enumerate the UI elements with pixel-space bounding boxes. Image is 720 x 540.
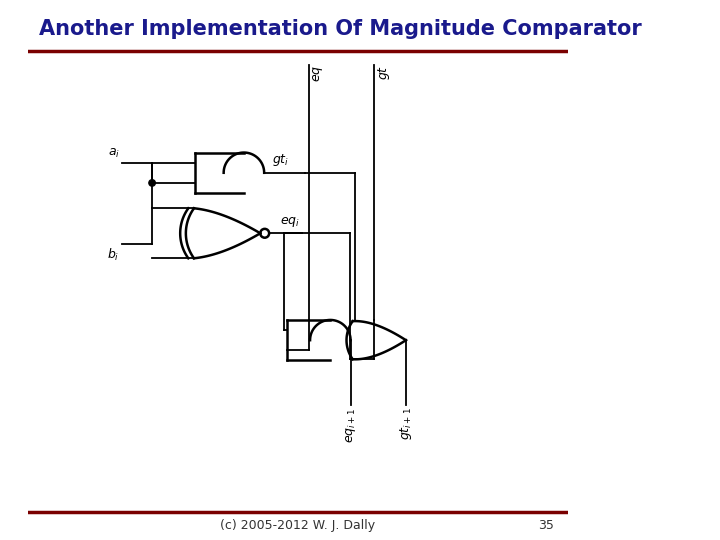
Text: 35: 35 [539, 519, 554, 532]
Text: $eq$: $eq$ [312, 65, 325, 82]
Text: (c) 2005-2012 W. J. Dally: (c) 2005-2012 W. J. Dally [220, 519, 375, 532]
Circle shape [149, 180, 156, 186]
Text: $b_i$: $b_i$ [107, 247, 120, 263]
Text: Another Implementation Of Magnitude Comparator: Another Implementation Of Magnitude Comp… [39, 19, 642, 39]
Text: $gt_{i+1}$: $gt_{i+1}$ [398, 408, 414, 441]
Text: $eq_i$: $eq_i$ [280, 215, 300, 229]
Text: $eq_{i+1}$: $eq_{i+1}$ [343, 408, 358, 443]
Text: $gt_i$: $gt_i$ [272, 152, 289, 168]
Text: $a_i$: $a_i$ [108, 147, 120, 160]
Text: $gt$: $gt$ [377, 65, 392, 80]
